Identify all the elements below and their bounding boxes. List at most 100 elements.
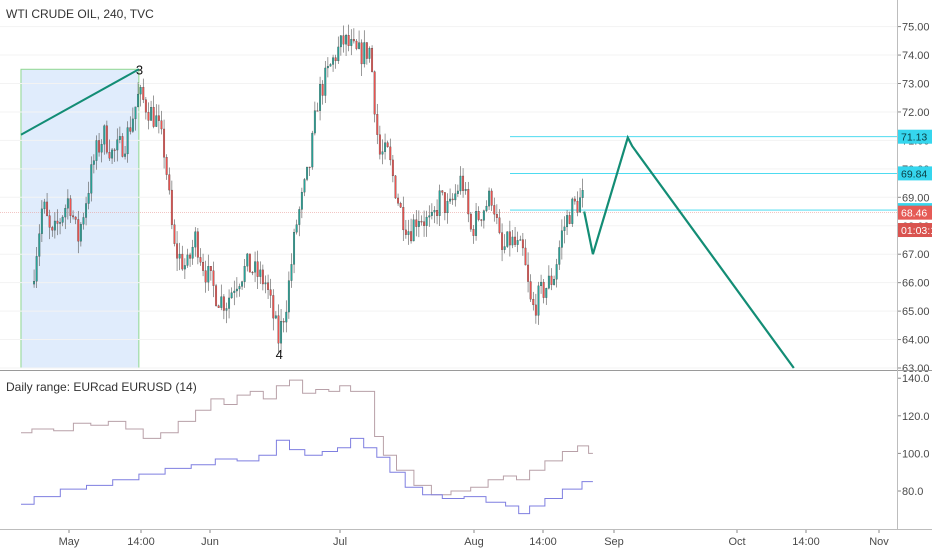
- candle[interactable]: [326, 57, 329, 78]
- candle[interactable]: [142, 78, 145, 104]
- candle[interactable]: [420, 215, 423, 226]
- candle[interactable]: [74, 216, 77, 225]
- candle[interactable]: [381, 139, 384, 165]
- candle[interactable]: [287, 271, 290, 319]
- candle[interactable]: [503, 234, 506, 254]
- candle[interactable]: [267, 274, 270, 300]
- wave-projection[interactable]: [583, 134, 795, 369]
- candle[interactable]: [550, 268, 553, 291]
- candle[interactable]: [462, 168, 465, 198]
- candle[interactable]: [85, 196, 88, 226]
- candle[interactable]: [493, 197, 496, 222]
- candle[interactable]: [360, 39, 363, 76]
- candle[interactable]: [35, 247, 38, 289]
- candle[interactable]: [540, 274, 543, 294]
- candle[interactable]: [139, 84, 142, 107]
- candle[interactable]: [475, 203, 478, 241]
- candle[interactable]: [378, 125, 381, 160]
- candle[interactable]: [516, 231, 519, 253]
- price-pane[interactable]: 34: [0, 24, 897, 369]
- candle[interactable]: [207, 254, 210, 291]
- candle[interactable]: [40, 200, 43, 242]
- candles[interactable]: [33, 24, 584, 354]
- candle[interactable]: [186, 248, 189, 268]
- candle[interactable]: [64, 204, 67, 230]
- candle[interactable]: [542, 279, 545, 304]
- candle[interactable]: [144, 97, 147, 120]
- candle[interactable]: [495, 204, 498, 225]
- candle[interactable]: [233, 280, 236, 306]
- candle[interactable]: [573, 196, 576, 205]
- candle[interactable]: [345, 33, 348, 56]
- candle[interactable]: [56, 209, 59, 236]
- candle[interactable]: [443, 192, 446, 221]
- candle[interactable]: [316, 102, 319, 112]
- shaded-box[interactable]: [20, 68, 140, 369]
- candle[interactable]: [352, 28, 355, 44]
- candle[interactable]: [111, 148, 114, 165]
- candle[interactable]: [129, 116, 132, 135]
- candle[interactable]: [256, 250, 259, 289]
- candle[interactable]: [433, 206, 436, 224]
- candle[interactable]: [527, 252, 530, 293]
- candle[interactable]: [436, 199, 439, 225]
- candle[interactable]: [306, 166, 309, 182]
- candle[interactable]: [449, 188, 452, 204]
- candle[interactable]: [404, 220, 407, 239]
- candle[interactable]: [53, 212, 56, 239]
- candle[interactable]: [415, 210, 418, 237]
- candle[interactable]: [308, 166, 311, 176]
- candle[interactable]: [238, 283, 241, 297]
- candle[interactable]: [428, 205, 431, 227]
- candle[interactable]: [43, 198, 46, 214]
- candle[interactable]: [532, 291, 535, 311]
- candle[interactable]: [389, 138, 392, 166]
- candle[interactable]: [321, 80, 324, 105]
- indicator-series-1[interactable]: [21, 379, 593, 496]
- candle[interactable]: [173, 219, 176, 247]
- candle[interactable]: [220, 284, 223, 311]
- candle[interactable]: [454, 184, 457, 207]
- candle[interactable]: [384, 133, 387, 160]
- candle[interactable]: [363, 30, 366, 68]
- candle[interactable]: [399, 201, 402, 208]
- candle[interactable]: [511, 229, 514, 249]
- candle[interactable]: [225, 302, 228, 324]
- candle[interactable]: [547, 265, 550, 290]
- candle[interactable]: [446, 193, 449, 224]
- candle[interactable]: [581, 178, 584, 208]
- candle[interactable]: [147, 102, 150, 130]
- candle[interactable]: [217, 304, 220, 308]
- candle[interactable]: [355, 39, 358, 51]
- candle[interactable]: [282, 318, 285, 333]
- candle[interactable]: [508, 220, 511, 257]
- candle[interactable]: [293, 228, 296, 274]
- candle[interactable]: [376, 103, 379, 145]
- candle[interactable]: [472, 224, 475, 244]
- candle[interactable]: [261, 264, 264, 291]
- candle[interactable]: [534, 293, 537, 324]
- indicator-series-2[interactable]: [21, 437, 593, 515]
- candle[interactable]: [529, 274, 532, 302]
- candle[interactable]: [566, 210, 569, 235]
- candle[interactable]: [152, 95, 155, 129]
- candle[interactable]: [488, 187, 491, 210]
- candle[interactable]: [272, 289, 275, 331]
- candle[interactable]: [285, 300, 288, 333]
- candle[interactable]: [555, 258, 558, 288]
- candle[interactable]: [204, 260, 207, 293]
- candle[interactable]: [183, 258, 186, 279]
- candle[interactable]: [506, 231, 509, 248]
- candle[interactable]: [241, 280, 244, 290]
- candle[interactable]: [324, 60, 327, 104]
- candle[interactable]: [202, 253, 205, 277]
- candle[interactable]: [116, 128, 119, 162]
- candle[interactable]: [209, 265, 212, 281]
- candle[interactable]: [303, 177, 306, 197]
- candle[interactable]: [300, 187, 303, 219]
- candle[interactable]: [72, 210, 75, 220]
- candle[interactable]: [469, 211, 472, 232]
- candle[interactable]: [157, 104, 160, 134]
- price-tag-cyan[interactable]: 69.84: [898, 166, 932, 181]
